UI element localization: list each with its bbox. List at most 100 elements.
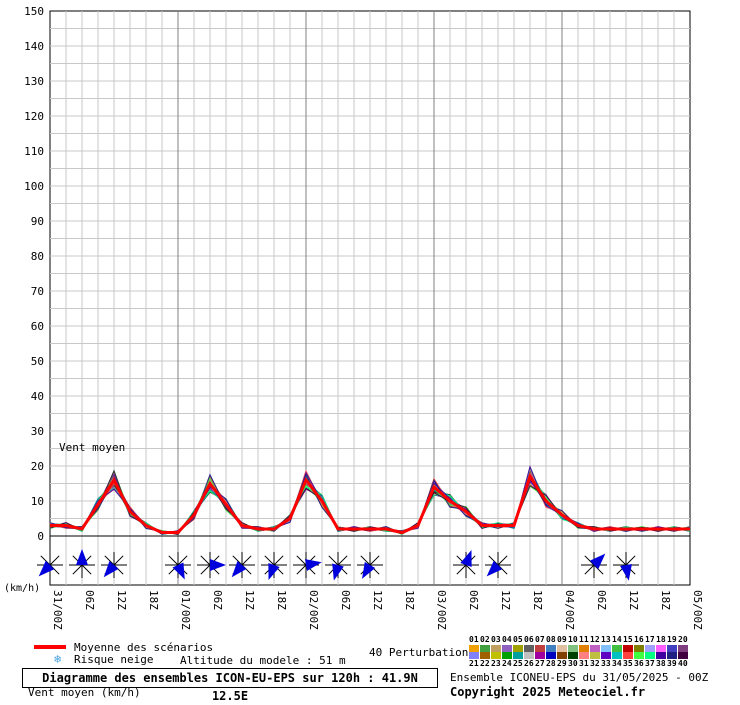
unit-caption: Vent moyen (km/h) <box>28 686 141 699</box>
wind-rose-icon <box>453 549 479 578</box>
member-color-swatch <box>491 645 501 652</box>
member-number: 07 <box>535 635 545 644</box>
member-number: 12 <box>590 635 600 644</box>
y-tick-label: 50 <box>31 355 44 368</box>
member-number: 24 <box>502 659 512 668</box>
x-tick-label: 05/00Z <box>691 590 704 630</box>
chart-title: Diagramme des ensembles ICON-EU-EPS sur … <box>22 668 438 703</box>
wind-rose-icon <box>581 552 607 578</box>
wind-rose-icon <box>165 552 191 580</box>
member-number: 09 <box>557 635 567 644</box>
member-color-swatch <box>524 645 534 652</box>
member-number: 20 <box>678 635 688 644</box>
member-number: 11 <box>579 635 589 644</box>
y-axis-ticks: 0 10 20 30 40 50 60 70 80 90 100 110 120 130 140 150 <box>24 5 44 543</box>
member-number: 34 <box>612 659 622 668</box>
member-number: 05 <box>513 635 523 644</box>
y-tick-label: 30 <box>31 425 44 438</box>
member-number: 23 <box>491 659 501 668</box>
member-color-swatch <box>579 652 589 659</box>
y-tick-label: 70 <box>31 285 44 298</box>
member-number: 17 <box>645 635 655 644</box>
wind-rose-icon <box>101 552 127 578</box>
y-tick-label: 120 <box>24 110 44 123</box>
member-number: 03 <box>491 635 501 644</box>
x-tick-label: 06Z <box>211 590 224 610</box>
wind-rose-row <box>37 549 639 581</box>
member-number: 28 <box>546 659 556 668</box>
member-number: 30 <box>568 659 578 668</box>
member-color-swatch <box>535 652 545 659</box>
member-number: 39 <box>667 659 677 668</box>
y-tick-label: 20 <box>31 460 44 473</box>
member-number: 25 <box>513 659 523 668</box>
member-color-swatch <box>656 652 666 659</box>
member-number: 21 <box>469 659 479 668</box>
x-tick-label: 18Z <box>275 590 288 610</box>
ensemble-info: Ensemble ICONEU-EPS du 31/05/2025 - 00Z <box>450 671 709 684</box>
member-color-swatch <box>645 652 655 659</box>
member-number: 33 <box>601 659 611 668</box>
member-color-swatch <box>612 645 622 652</box>
x-axis-ticks: 31/00Z 06Z 12Z 18Z 01/00Z 06Z 12Z 18Z 02/00Z 06Z 1… <box>51 590 704 630</box>
wind-rose-icon <box>357 552 383 579</box>
wind-rose-icon <box>69 549 95 578</box>
wind-rose-icon <box>37 552 63 578</box>
member-number: 10 <box>568 635 578 644</box>
member-color-swatch <box>568 645 578 652</box>
x-tick-label: 12Z <box>499 590 512 610</box>
chart-annotation: Vent moyen <box>59 441 125 454</box>
y-tick-label: 90 <box>31 215 44 228</box>
x-tick-label: 06Z <box>467 590 480 610</box>
member-color-swatch <box>546 645 556 652</box>
x-tick-label: 12Z <box>243 590 256 610</box>
wind-ensemble-chart: 0 10 20 30 40 50 60 70 80 90 100 110 120 130 140 150 31… <box>4 5 704 630</box>
x-tick-label: 31/00Z <box>51 590 64 630</box>
member-color-swatch <box>502 645 512 652</box>
member-color-swatch <box>612 652 622 659</box>
wind-rose-icon <box>485 552 511 578</box>
member-color-swatch <box>502 652 512 659</box>
member-color-swatch <box>601 652 611 659</box>
snowflake-icon: ❄ <box>54 652 62 666</box>
member-color-swatch <box>590 652 600 659</box>
x-tick-label: 06Z <box>339 590 352 610</box>
member-number: 19 <box>667 635 677 644</box>
y-tick-label: 110 <box>24 145 44 158</box>
member-number: 29 <box>557 659 567 668</box>
chart-grid <box>49 10 691 586</box>
member-color-swatch <box>524 652 534 659</box>
member-number: 15 <box>623 635 633 644</box>
altitude-label: Altitude du modele : 51 m <box>180 654 346 667</box>
x-tick-label: 06Z <box>83 590 96 610</box>
y-tick-label: 130 <box>24 75 44 88</box>
x-tick-label: 03/00Z <box>435 590 448 630</box>
y-tick-label: 150 <box>24 5 44 18</box>
member-color-swatch <box>480 645 490 652</box>
member-color-swatch <box>601 645 611 652</box>
member-number: 35 <box>623 659 633 668</box>
member-number: 14 <box>612 635 622 644</box>
member-number: 32 <box>590 659 600 668</box>
member-color-swatch <box>557 652 567 659</box>
wind-rose-icon <box>197 552 226 578</box>
y-tick-label: 80 <box>31 250 44 263</box>
wind-rose-icon <box>613 552 639 581</box>
member-color-swatch <box>557 645 567 652</box>
member-color-swatch <box>535 645 545 652</box>
y-tick-label: 100 <box>24 180 44 193</box>
member-number: 37 <box>645 659 655 668</box>
y-tick-label: 40 <box>31 390 44 403</box>
mean-legend-label: Moyenne des scénarios <box>74 641 214 654</box>
x-tick-label: 18Z <box>659 590 672 610</box>
x-tick-label: 12Z <box>627 590 640 610</box>
member-color-swatch <box>656 645 666 652</box>
x-tick-label: 06Z <box>595 590 608 610</box>
member-number: 16 <box>634 635 644 644</box>
member-color-swatch <box>667 645 677 652</box>
member-color-swatch <box>513 645 523 652</box>
x-tick-label: 12Z <box>115 590 128 610</box>
x-tick-label: 18Z <box>403 590 416 610</box>
member-number: 31 <box>579 659 589 668</box>
x-tick-label: 18Z <box>147 590 160 610</box>
